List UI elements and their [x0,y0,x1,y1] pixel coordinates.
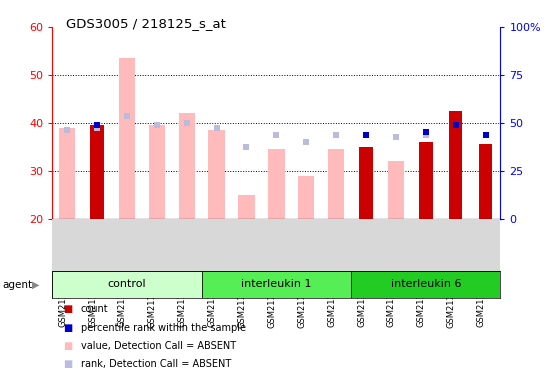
Text: GDS3005 / 218125_s_at: GDS3005 / 218125_s_at [66,17,226,30]
Bar [52,271,202,298]
Text: interleukin 1: interleukin 1 [241,279,312,289]
Bar [238,195,255,219]
Bar [59,127,75,219]
Bar [328,149,344,219]
Bar [449,111,463,219]
Text: interleukin 6: interleukin 6 [390,279,461,289]
Text: ■: ■ [63,304,73,314]
Bar [388,161,404,219]
Bar [119,58,135,219]
Text: ■: ■ [63,323,73,333]
Text: control: control [108,279,146,289]
Bar [208,130,225,219]
Text: ■: ■ [63,359,73,369]
Text: agent: agent [3,280,33,290]
Bar [90,125,104,219]
Bar [268,149,284,219]
Text: value, Detection Call = ABSENT: value, Detection Call = ABSENT [81,341,236,351]
Text: ▶: ▶ [32,280,40,290]
Text: percentile rank within the sample: percentile rank within the sample [81,323,246,333]
Bar [148,125,165,219]
Bar [351,271,501,298]
Bar [479,144,492,219]
Bar [298,176,315,219]
Bar [179,113,195,219]
Text: count: count [81,304,108,314]
Text: rank, Detection Call = ABSENT: rank, Detection Call = ABSENT [81,359,231,369]
Bar [359,147,373,219]
Text: ■: ■ [63,341,73,351]
Bar [202,271,351,298]
Bar [419,142,432,219]
